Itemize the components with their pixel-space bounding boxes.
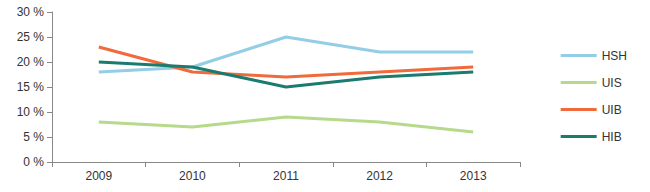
svg-text:HIB: HIB [602,130,622,144]
svg-text:UIB: UIB [602,103,622,117]
svg-text:HSH: HSH [602,49,627,63]
svg-text:25 %: 25 % [17,30,45,44]
svg-text:0 %: 0 % [23,155,44,169]
svg-text:2010: 2010 [179,169,206,183]
svg-text:10 %: 10 % [17,105,45,119]
svg-text:2013: 2013 [460,169,487,183]
svg-text:30 %: 30 % [17,5,45,19]
svg-text:2012: 2012 [366,169,393,183]
svg-text:20 %: 20 % [17,55,45,69]
svg-text:2011: 2011 [273,169,299,183]
svg-text:2009: 2009 [85,169,112,183]
svg-text:15 %: 15 % [17,80,45,94]
svg-text:UIS: UIS [602,76,622,90]
svg-text:5 %: 5 % [23,130,44,144]
